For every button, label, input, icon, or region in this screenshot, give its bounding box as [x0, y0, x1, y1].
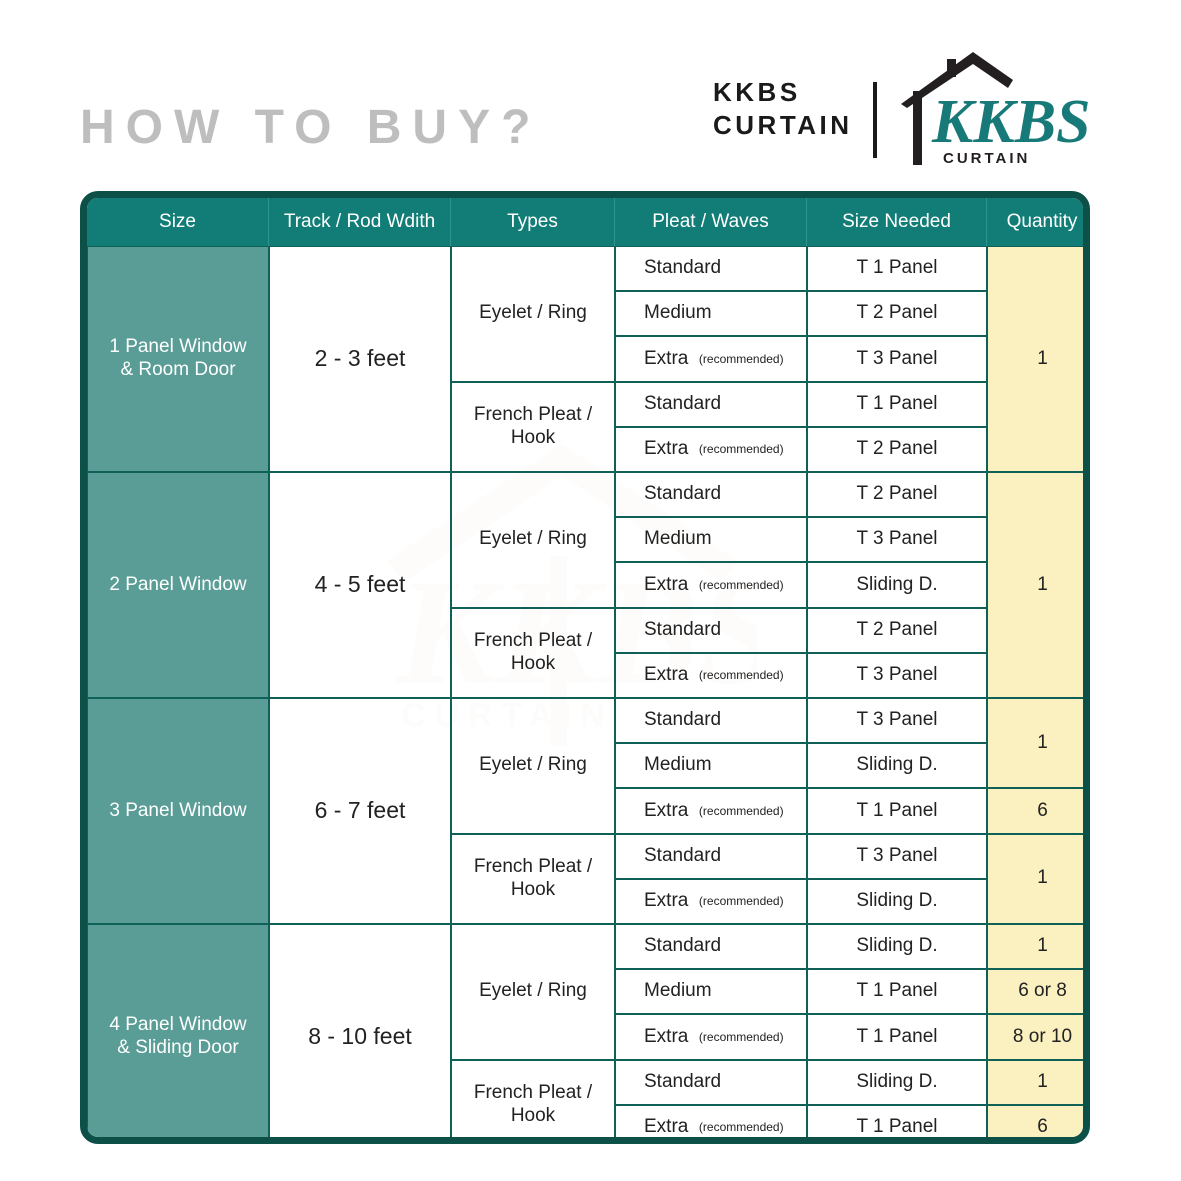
svg-text:CURTAIN: CURTAIN: [943, 150, 1030, 167]
svg-text:KKBS: KKBS: [931, 88, 1091, 156]
